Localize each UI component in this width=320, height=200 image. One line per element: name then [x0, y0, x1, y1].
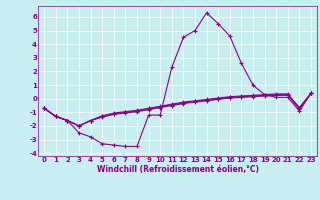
X-axis label: Windchill (Refroidissement éolien,°C): Windchill (Refroidissement éolien,°C): [97, 165, 259, 174]
